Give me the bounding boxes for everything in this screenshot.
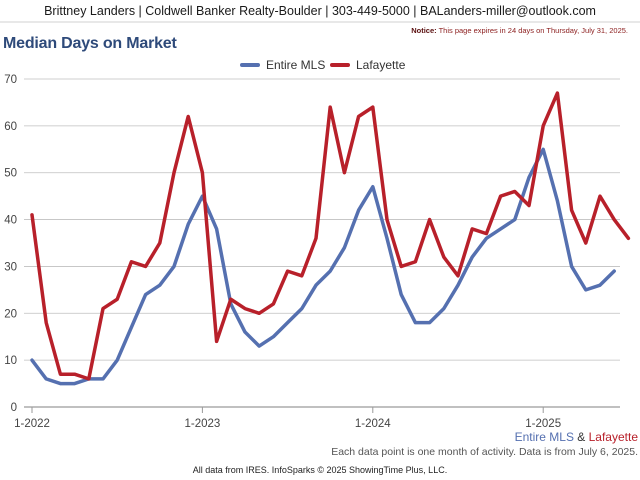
y-tick-label: 10 xyxy=(4,355,17,367)
legend-label-entire-mls: Entire MLS xyxy=(266,58,326,72)
data-credits: All data from IRES. InfoSparks © 2025 Sh… xyxy=(192,465,448,475)
x-tick-label: 1-2023 xyxy=(184,418,220,430)
y-tick-label: 70 xyxy=(4,74,17,86)
chart-series-lines xyxy=(30,91,631,386)
notice-text: This page expires in 24 days on Thursday… xyxy=(438,26,628,35)
legend-swatch-lafayette xyxy=(330,63,350,67)
y-axis-tick-labels: 0 10 20 30 40 50 60 70 xyxy=(4,74,17,414)
footer-series-entire-mls: Entire MLS xyxy=(514,430,574,444)
data-footnote: Each data point is one month of activity… xyxy=(331,446,638,458)
x-tick-label: 1-2022 xyxy=(14,418,50,430)
agent-contact-line: Brittney Landers | Coldwell Banker Realt… xyxy=(44,4,596,18)
y-tick-label: 50 xyxy=(4,168,17,180)
x-tick-label: 1-2024 xyxy=(355,418,391,430)
chart-gridlines xyxy=(24,78,620,408)
footer-series-caption: Entire MLS & Lafayette xyxy=(515,430,638,444)
series-line-entire-mls xyxy=(30,147,616,386)
series-line-lafayette xyxy=(30,91,631,381)
y-tick-label: 40 xyxy=(4,215,17,227)
legend-item-entire-mls[interactable]: Entire MLS xyxy=(240,58,325,72)
header-divider xyxy=(0,21,640,23)
footer-ampersand: & xyxy=(573,430,589,444)
x-tick-label: 1-2025 xyxy=(525,418,561,430)
legend-item-lafayette[interactable]: Lafayette xyxy=(330,58,405,72)
footer-series-lafayette: Lafayette xyxy=(588,430,638,444)
notice-label: Notice: xyxy=(411,26,437,35)
chart-legend: Entire MLS Lafayette xyxy=(0,58,640,74)
y-tick-label: 60 xyxy=(4,121,17,133)
y-tick-label: 0 xyxy=(11,402,17,414)
y-tick-label: 20 xyxy=(4,308,17,320)
legend-label-lafayette: Lafayette xyxy=(356,58,406,72)
y-tick-label: 30 xyxy=(4,261,17,273)
x-axis-tick-labels: 1-2022 1-2023 1-2024 1-2025 xyxy=(14,407,561,430)
legend-swatch-entire-mls xyxy=(240,63,260,67)
expiry-notice: Notice: This page expires in 24 days on … xyxy=(411,26,628,35)
agent-header-bar: Brittney Landers | Coldwell Banker Realt… xyxy=(0,0,640,23)
chart-title: Median Days on Market xyxy=(3,35,177,52)
